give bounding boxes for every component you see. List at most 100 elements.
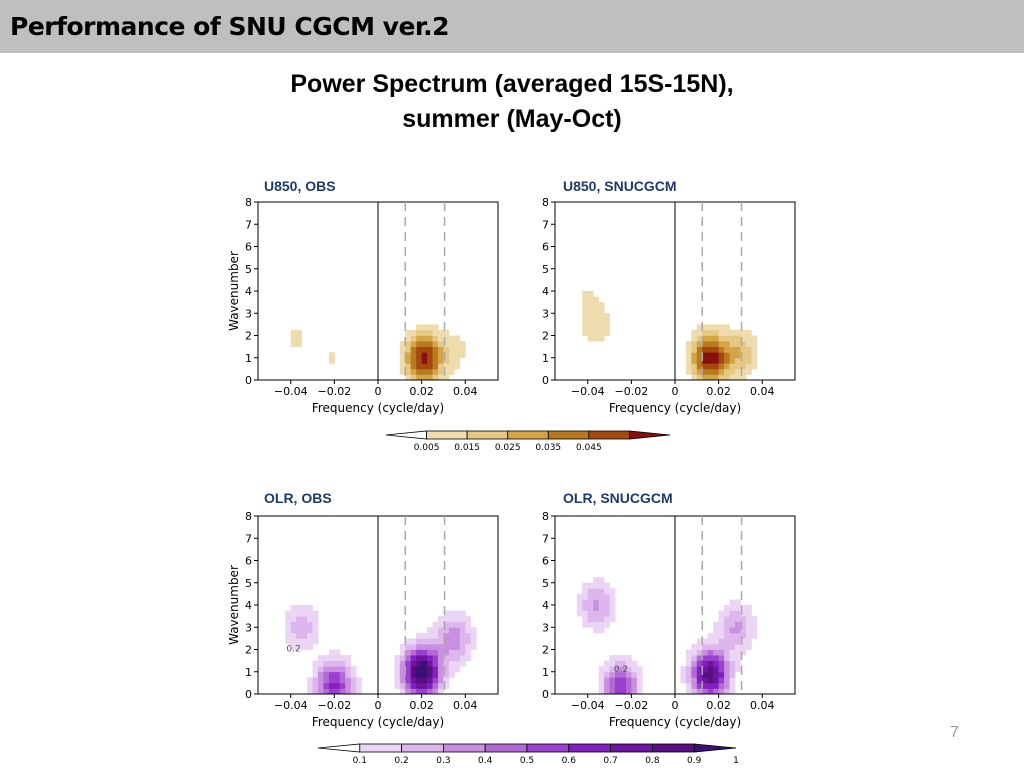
field-cell [702, 374, 709, 381]
field-cell [421, 329, 428, 336]
field-cell [421, 671, 428, 678]
field-cell [718, 632, 725, 639]
field-cell [410, 649, 417, 656]
field-cell [582, 307, 589, 314]
field-cell [729, 627, 736, 634]
field-cell [307, 605, 313, 611]
field-cell [410, 660, 417, 667]
field-cell [745, 341, 752, 348]
field-cell [323, 666, 330, 673]
colorbar-label: 0.8 [645, 756, 660, 766]
x-tick-label: −0.02 [615, 699, 649, 712]
y-tick-label: 3 [542, 307, 549, 320]
field-cell [582, 296, 589, 303]
field-cell [582, 588, 589, 595]
field-cell [459, 621, 466, 628]
field-cell [410, 677, 417, 684]
field-cell [421, 363, 428, 370]
field-cell [416, 357, 423, 364]
field-cell [745, 616, 752, 623]
field-cell [432, 677, 439, 684]
field-cell [312, 671, 319, 678]
field-cell [301, 638, 308, 645]
field-cell [448, 346, 455, 353]
field-cell [707, 357, 714, 364]
field-cell [410, 357, 417, 364]
field-cell [696, 671, 703, 678]
field-cell [702, 357, 709, 364]
field-cell [296, 605, 303, 611]
field-cell [702, 655, 709, 662]
field-cell [443, 610, 450, 617]
colorbar-swatch [484, 743, 528, 753]
field-cell [587, 313, 594, 320]
field-cell [448, 660, 455, 667]
field-cell [691, 329, 698, 336]
field-cell [593, 324, 600, 331]
field-cell [702, 329, 709, 336]
field-cell [713, 352, 720, 359]
field-cell [696, 688, 703, 695]
field-cell [735, 638, 741, 645]
field-cell [328, 677, 335, 684]
field-cell [696, 660, 703, 667]
field-cell [296, 638, 303, 645]
field-cell [724, 655, 730, 662]
field-cell [438, 671, 444, 678]
field-cell [448, 638, 455, 645]
field-cell [399, 643, 406, 650]
field-cell [443, 357, 450, 364]
field-cell [598, 593, 605, 600]
field-cell [598, 666, 605, 673]
field-cell [685, 357, 692, 364]
field-cell [454, 621, 461, 628]
x-tick-label: −0.04 [274, 385, 308, 398]
field-cell [405, 643, 412, 650]
contour-label: 0.2 [286, 645, 300, 655]
field-cell [448, 649, 455, 656]
field-cell [296, 627, 303, 634]
field-cell [718, 649, 725, 656]
field-cell [729, 335, 736, 342]
colorbar-label: 0.4 [478, 756, 493, 766]
field-cell [702, 368, 709, 375]
y-tick-label: 6 [245, 555, 252, 568]
field-cell [416, 671, 423, 678]
field-cell [735, 357, 741, 364]
field-cell [751, 627, 758, 634]
field-cell [593, 593, 600, 600]
field-cell [724, 352, 730, 359]
field-cell [421, 666, 428, 673]
field-cell [345, 688, 352, 695]
field-cell [740, 374, 747, 381]
field-cell [432, 368, 439, 375]
field-cell [702, 682, 709, 689]
field-cell [399, 688, 406, 695]
field-cell [448, 363, 455, 370]
field-cell [339, 660, 346, 667]
field-cell [399, 677, 406, 684]
field-cell [405, 666, 412, 673]
field-cell [399, 649, 406, 656]
x-tick-label: 0.04 [453, 699, 478, 712]
field-cell [443, 649, 450, 656]
field-cell [405, 341, 412, 348]
field-cell [598, 688, 605, 695]
field-cell [735, 346, 741, 353]
field-cell [696, 324, 703, 331]
field-cell [318, 671, 324, 678]
field-cell [290, 329, 297, 336]
field-cell [598, 577, 605, 584]
field-cell [729, 346, 736, 353]
field-cell [724, 632, 730, 639]
field-cell [604, 677, 610, 684]
field-cell [290, 643, 297, 650]
field-cell [587, 307, 594, 314]
field-cell [740, 341, 747, 348]
field-cell [410, 341, 417, 348]
field-cell [432, 632, 439, 639]
field-cell [702, 677, 709, 684]
field-cell [691, 649, 698, 656]
field-cell [702, 649, 709, 656]
field-cell [301, 610, 308, 617]
